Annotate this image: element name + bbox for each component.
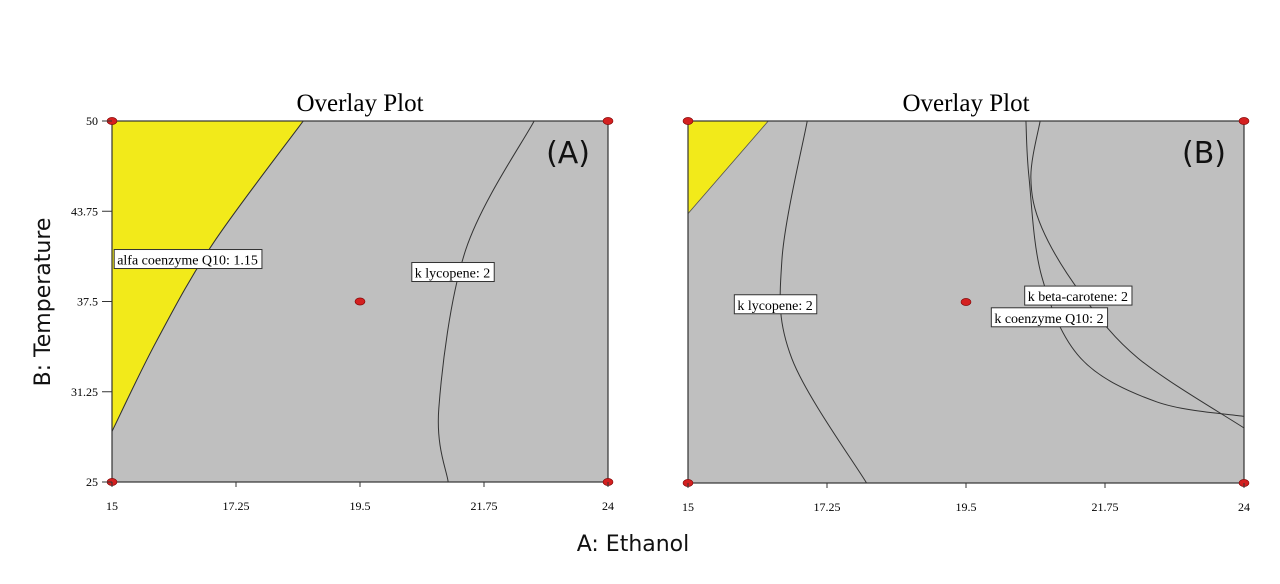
panel-B: k lycopene: 2 k beta-carotene: 2 k coenzym… [682, 90, 1250, 514]
x-tick-label: 21.75 [471, 499, 498, 513]
panel-A: alfa coenzyme Q10: 1.15 k lycopene: 2 Over… [71, 90, 614, 513]
y-tick-label: 43.75 [71, 204, 98, 218]
contour-line [1030, 120, 1245, 429]
contour-label: alfa coenzyme Q10: 1.15 [117, 254, 258, 269]
design-point [960, 298, 972, 306]
x-tick-label: 21.75 [1092, 500, 1119, 514]
x-tick-label: 15 [682, 500, 694, 514]
x-tick-label: 24 [602, 499, 614, 513]
x-tick-label: 24 [1238, 500, 1250, 514]
chart-title: Overlay Plot [296, 90, 423, 117]
x-axis-label: A: Ethanol [577, 532, 690, 557]
contour-line [111, 120, 304, 432]
contour-label-box [113, 249, 263, 270]
contour-label: k lycopene: 2 [415, 267, 490, 282]
design-point [602, 117, 614, 125]
y-tick-label: 25 [86, 475, 98, 489]
x-tick-label: 19.5 [956, 500, 977, 514]
contour-label-box [733, 294, 818, 315]
x-tick-label: 17.25 [814, 500, 841, 514]
design-point [354, 297, 366, 306]
contour-label: k beta-carotene: 2 [1028, 290, 1128, 305]
contour-label: k coenzyme Q10: 2 [994, 312, 1103, 327]
contour-line [437, 120, 535, 483]
x-tick-label: 15 [106, 499, 118, 513]
y-tick-label: 37.5 [77, 295, 98, 309]
chart-title: Overlay Plot [902, 90, 1029, 117]
contour-label-box [1024, 285, 1133, 306]
panel-label: (B) [1182, 136, 1226, 171]
x-tick-label: 19.5 [350, 499, 371, 513]
contour-label: k lycopene: 2 [737, 299, 812, 314]
design-point [682, 117, 694, 125]
design-point [1238, 117, 1250, 125]
y-tick-label: 31.25 [71, 385, 98, 399]
panel-label: (A) [546, 136, 590, 171]
y-axis-label: B: Temperature [31, 218, 56, 387]
x-tick-label: 17.25 [223, 499, 250, 513]
contour-label-box [411, 262, 495, 283]
y-tick-label: 50 [86, 114, 98, 128]
contour-label-box [990, 307, 1109, 328]
